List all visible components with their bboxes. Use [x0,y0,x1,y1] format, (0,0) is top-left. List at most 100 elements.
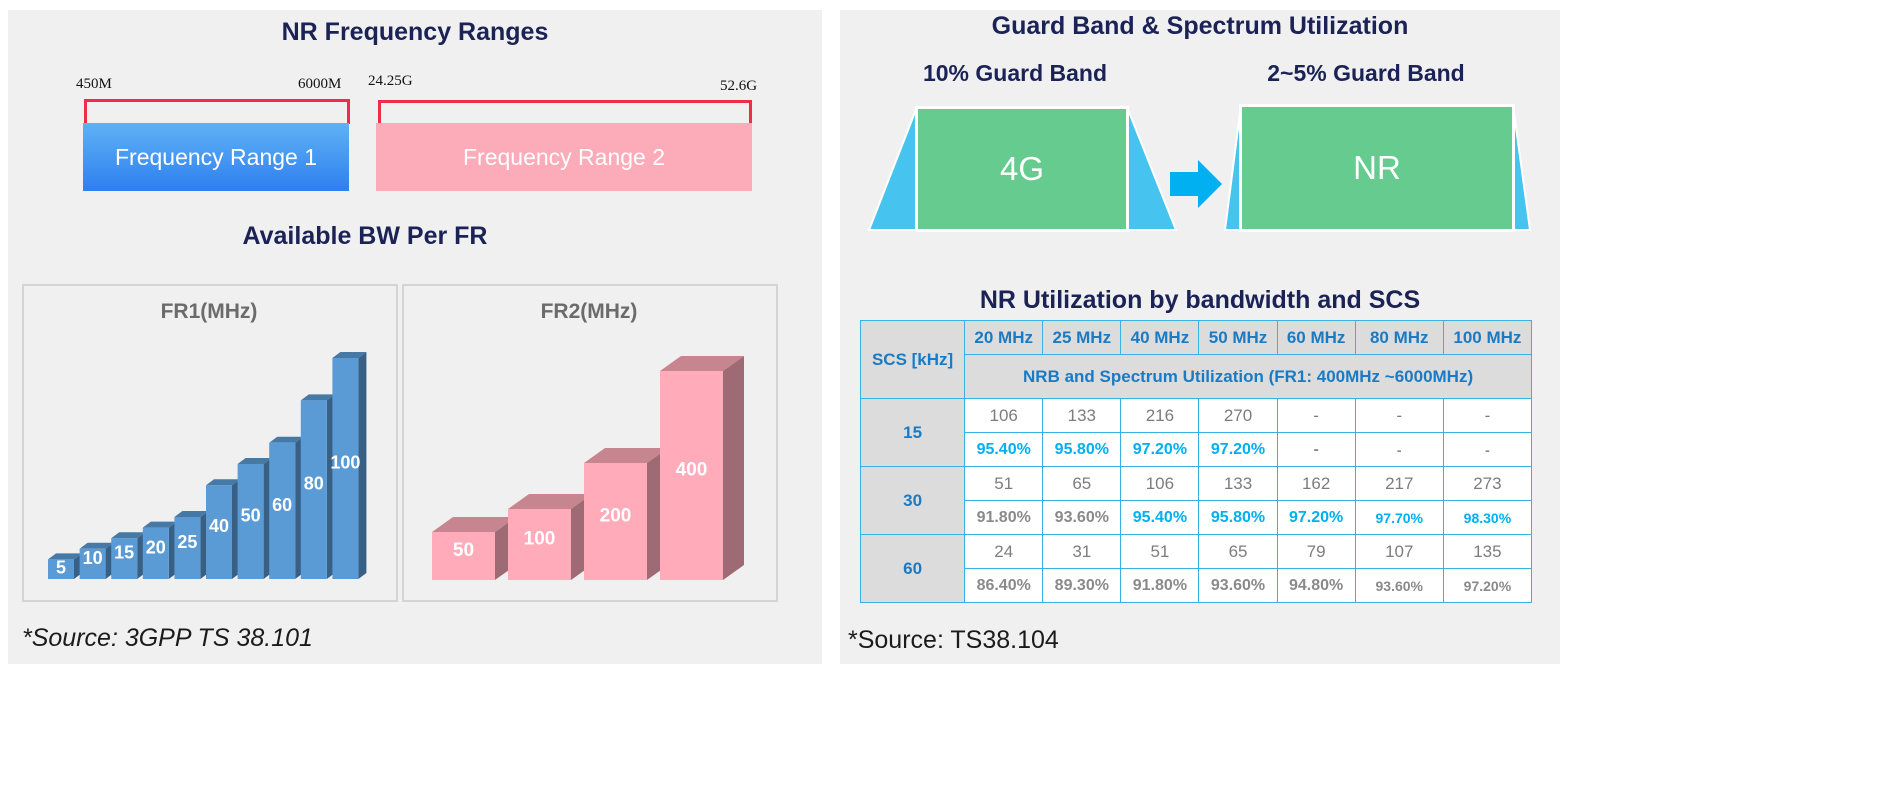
fr1-low-label: 450M [76,76,112,92]
guard-band-diagram [867,104,1532,231]
table-nrb-cell: 51 [1120,534,1200,569]
fr1-bar-7-top [269,436,304,443]
table-utilization-cell: 91.80% [964,500,1044,535]
table-nrb-cell: 217 [1354,466,1444,501]
table-row: 30 51 65 106 133 162 217 273 [859,466,1533,535]
table-utilization-cell: 97.20% [1442,568,1533,603]
arrow-right-icon [1170,160,1222,208]
fr1-bar-6-label: 50 [241,506,261,526]
fr2-bar-3-top [660,356,744,371]
fr2-bar-0-label: 50 [453,540,474,561]
table-nrb-cell: 106 [1120,466,1200,501]
table-utilization-cell: 97.20% [1120,432,1200,467]
table-column-header: 50 MHz [1198,320,1278,355]
table-utilization-cell: 95.40% [964,432,1044,467]
left-source-note: *Source: 3GPP TS 38.101 [22,624,313,652]
table-nrb-cell: 51 [964,466,1044,501]
fr2-low-label: 24.25G [368,73,413,89]
fr1-bar-5 [206,485,232,579]
guard-band-nr-right-slope [1512,104,1532,231]
table-column-header: 80 MHz [1354,320,1444,355]
table-utilization-cell: 91.80% [1120,568,1200,603]
table-nrb-cell: - [1354,398,1444,433]
fr1-bar-3-top [142,521,177,528]
table-utilization-cell: - [1354,432,1444,467]
guard-band-left-4g-left-slope [867,106,918,231]
table-row: 60 24 31 51 65 79 107 135 [859,534,1533,603]
fr2-bar-2 [584,463,647,580]
table-utilization-cell: 97.70% [1354,500,1444,535]
table-scs-value: 30 [859,466,966,535]
fr1-bar-4-top [174,511,209,517]
fr1-bar-4 [174,517,201,579]
guard-band-nr-block: NR [1239,104,1515,232]
fr1-bar-5-top [206,479,240,486]
fr1-bar-1-label: 10 [83,548,103,568]
table-utilization-cell: 98.30% [1442,500,1533,535]
table-column-header: 25 MHz [1042,320,1122,355]
gb-right-label: 2~5% Guard Band [1267,60,1465,86]
fr2-bar-1-label: 100 [524,529,556,550]
fr1-bar-1 [79,548,106,579]
table-utilization-cell: - [1442,432,1533,467]
gb-left-label: 10% Guard Band [922,60,1108,86]
fr2-bar-1 [508,509,571,580]
fr2-bar-0 [432,532,495,580]
table-utilization-cell: 93.60% [1042,500,1122,535]
fr1-bar-9-label: 100 [330,453,360,473]
table-subheader-row: NRB and Spectrum Utilization (FR1: 400MH… [861,354,1532,399]
fr1-bar-8-top [300,394,335,401]
table-nrb-cell: - [1442,398,1533,433]
nr-utilization-table: SCS [kHz] 20 MHz 25 MHz 40 MHz 50 MHz 60 MHz 8… [859,320,1533,603]
fr1-bar-0-label: 5 [56,557,66,577]
table-row: 95.40% 95.80% 97.20% 97.20% - - - [861,432,1533,467]
fr1-bar-3 [142,527,169,579]
fr2-bar-3-label: 400 [676,460,708,481]
table-row: 86.40% 89.30% 91.80% 93.60% 94.80% 93.60% 97.2… [861,568,1533,603]
fr1-bar-5-label: 40 [209,516,229,536]
fr2-chart-title: FR2(MHz) [540,300,638,323]
guard-band-left-4g-right-slope [1126,106,1178,231]
fr1-bar-9 [332,358,359,579]
guard-band-4g-block: 4G [915,106,1129,232]
table-utilization-cell: 97.20% [1198,432,1278,467]
fr1-bar-2-label: 15 [114,543,134,563]
fr1-bar-0 [48,559,74,579]
fr2-bar-2-top [584,448,668,463]
fr1-bar-0-top [48,553,82,560]
freq-ranges-title: NR Frequency Ranges [281,18,549,46]
fr1-bar-6-top [237,458,272,464]
table-utilization-cell: 93.60% [1198,568,1278,603]
table-scs-value: 60 [859,534,966,603]
table-row: 15 106 133 216 270- - - [859,398,1533,467]
table-nrb-cell: 162 [1276,466,1356,501]
frequency-range-2-label: Frequency Range 2 [462,143,665,170]
fr1-high-label: 6000M [298,76,342,92]
fr2-bar-0-top [432,517,516,532]
table-nrb-cell: 65 [1198,534,1278,569]
fr1-bar-7 [269,442,296,579]
fr1-bar-8 [300,400,327,579]
fr1-bracket [84,99,350,124]
table-utilization-cell: 89.30% [1042,568,1122,603]
table-scs-header: SCS [kHz] [859,320,966,399]
fr1-bar-4-label: 25 [177,532,197,552]
table-utilization-cell: 86.40% [964,568,1044,603]
frequency-range-1-label: Frequency Range 1 [114,143,317,170]
fr1-bar-2 [111,538,138,579]
table-utilization-cell: 93.60% [1354,568,1444,603]
table-utilization-cell: 95.40% [1120,500,1200,535]
table-nrb-cell: 273 [1442,466,1533,501]
fr1-bar-1-top [79,542,114,549]
table-utilization-cell: 97.20% [1276,500,1356,535]
frequency-range-2-box: Frequency Range 2 [376,123,752,191]
table-nrb-cell: 133 [1198,466,1278,501]
guard-band-4g-label: 4G [999,150,1045,187]
table-header-row: SCS [kHz] 20 MHz 25 MHz 40 MHz 50 MHz 60 MHz 8… [859,320,1533,399]
table-scs-value: 15 [859,398,966,467]
right-source-note: *Source: TS38.104 [848,626,1059,654]
fr2-bar-2-label: 200 [600,506,632,527]
table-nrb-cell: 106 [964,398,1044,433]
fr2-high-label: 52.6G [720,78,758,94]
table-column-header: 100 MHz [1442,320,1533,355]
